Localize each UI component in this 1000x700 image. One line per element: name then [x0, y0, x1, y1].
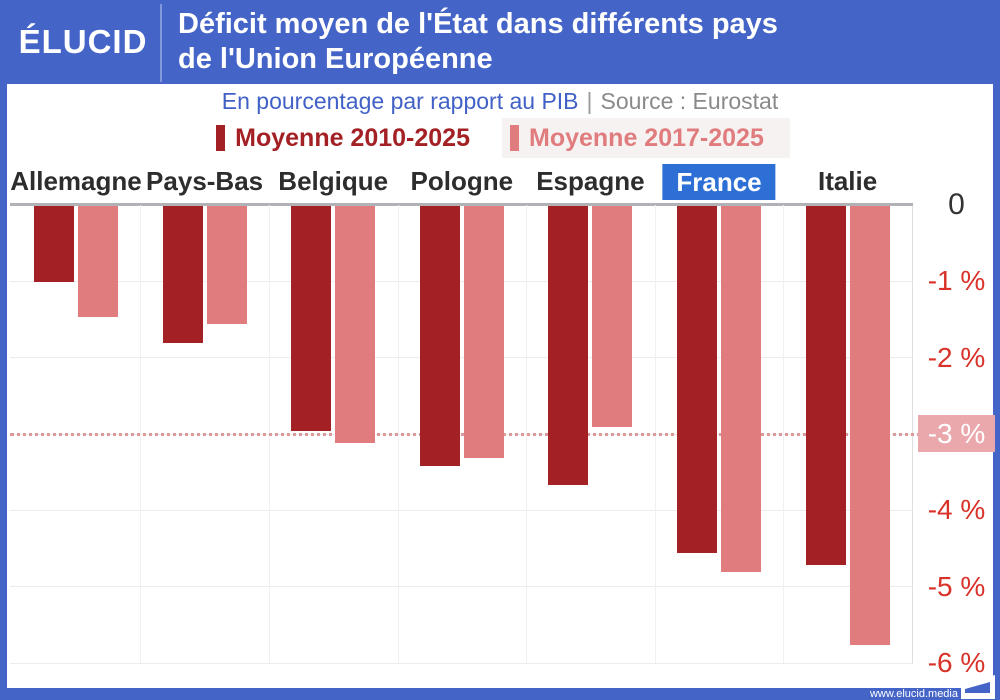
- bar-pologne-2017-2025: [463, 206, 504, 458]
- legend-label-2017-2025: Moyenne 2017-2025: [529, 123, 764, 152]
- bar-belgique-2010-2025: [291, 206, 332, 432]
- legend-item-2010-2025: Moyenne 2010-2025: [210, 118, 476, 158]
- y-tick-6: -6 %: [927, 647, 986, 678]
- bar-pays-bas-2010-2025: [162, 206, 203, 344]
- category-label-espagne: Espagne: [536, 166, 645, 196]
- bar-france-2017-2025: [721, 206, 761, 573]
- y-tick-4: -4 %: [927, 494, 986, 526]
- footer-bar: www.elucid.media: [0, 688, 1000, 700]
- subtitle-text: En pourcentage par rapport au PIB: [221, 88, 579, 114]
- subtitle-separator: |: [586, 88, 593, 114]
- plot-area: [10, 203, 928, 664]
- bar-italie-2010-2025: [805, 206, 846, 565]
- legend-marker-dark-icon: [216, 125, 226, 151]
- legend: Moyenne 2010-2025 Moyenne 2017-2025: [0, 118, 1000, 158]
- y-tick-0: 0: [948, 188, 965, 221]
- bar-espagne-2010-2025: [548, 206, 589, 485]
- header-divider: [160, 4, 162, 82]
- elucid-flag-icon: [961, 675, 995, 699]
- legend-marker-light-icon: [510, 125, 519, 151]
- bar-france-2010-2025: [677, 206, 717, 554]
- bar-italie-2017-2025: [849, 206, 890, 645]
- category-label-belgique: Belgique: [278, 166, 389, 196]
- category-label-allemagne: Allemagne: [10, 166, 142, 196]
- gridline-h-1: [10, 280, 913, 282]
- elucid-logo: ÉLUCID: [18, 23, 148, 60]
- footer-url: www.elucid.media: [869, 688, 958, 700]
- header: ÉLUCID Déficit moyen de l'État dans diff…: [0, 0, 1000, 84]
- bar-belgique-2017-2025: [335, 206, 376, 443]
- legend-item-2017-2025: Moyenne 2017-2025: [502, 118, 790, 158]
- subtitle: En pourcentage par rapport au PIB | Source…: [0, 88, 1000, 115]
- gridline-h-5: [10, 586, 913, 588]
- gridline-h-4: [10, 509, 913, 511]
- y-tick-3: -3 %: [913, 415, 1000, 452]
- category-label-pologne: Pologne: [410, 166, 514, 196]
- legend-label-2010-2025: Moyenne 2010-2025: [235, 123, 470, 152]
- zero-baseline: [10, 203, 913, 206]
- bar-allemagne-2017-2025: [78, 206, 118, 317]
- bar-pays-bas-2017-2025: [206, 206, 247, 325]
- gridline-h-6: [10, 662, 913, 664]
- category-label-italie: Italie: [817, 166, 878, 196]
- title-line-1: Déficit moyen de l'État dans différents …: [178, 8, 778, 40]
- title-line-2: de l'Union Européenne: [178, 43, 493, 75]
- category-label-france: France: [662, 164, 776, 200]
- y-tick-badge-minus-3: -3 %: [917, 415, 996, 452]
- y-tick-5: -5 %: [927, 570, 986, 602]
- bar-pologne-2010-2025: [419, 206, 460, 466]
- category-label-pays-bas: Pays-Bas: [146, 166, 264, 196]
- bar-allemagne-2010-2025: [34, 206, 74, 283]
- gridline-h-2: [10, 357, 913, 359]
- page-title: Déficit moyen de l'État dans différents …: [178, 7, 778, 77]
- y-tick-1: -1 %: [927, 265, 986, 297]
- source-text: Source : Eurostat: [600, 88, 779, 114]
- y-tick-2: -2 %: [927, 341, 986, 373]
- bar-espagne-2017-2025: [592, 206, 633, 428]
